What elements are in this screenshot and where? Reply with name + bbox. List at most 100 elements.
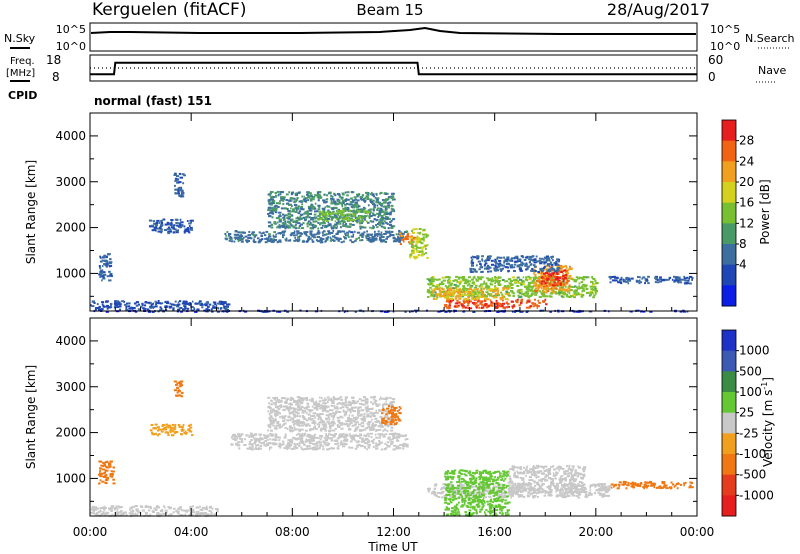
velocity-cell <box>293 422 297 425</box>
power-cell <box>555 292 559 295</box>
power-cell <box>167 232 171 235</box>
velocity-cell <box>135 509 138 512</box>
power-cell <box>509 279 512 282</box>
velocity-cell <box>302 416 305 419</box>
velocity-cell <box>372 439 374 442</box>
power-cell <box>188 225 191 228</box>
power-cell <box>174 172 177 175</box>
power-cell <box>350 215 353 218</box>
power-cell <box>464 306 468 309</box>
velocity-cell <box>104 474 107 477</box>
velocity-cell <box>145 505 148 507</box>
power-cell <box>156 219 160 222</box>
power-cell <box>412 228 416 231</box>
power-cell <box>312 226 315 229</box>
power-cell <box>240 238 244 241</box>
velocity-cell <box>367 435 370 438</box>
velocity-cell <box>261 442 265 444</box>
power-cell <box>183 300 187 303</box>
power-cell <box>528 258 531 261</box>
power-cell <box>545 274 548 277</box>
power-cell <box>346 213 348 216</box>
power-cell <box>459 276 462 279</box>
velocity-cell <box>320 438 322 441</box>
velocity-cell <box>370 396 374 399</box>
power-cell <box>518 264 522 267</box>
power-cell <box>580 295 584 298</box>
velocity-cell <box>295 438 297 441</box>
velocity-cell <box>282 440 285 443</box>
velocity-cell <box>105 473 108 476</box>
velocity-cell <box>109 463 111 466</box>
power-cell <box>340 215 342 218</box>
power-cell <box>437 310 441 313</box>
power-cell <box>348 230 351 233</box>
velocity-cell <box>381 397 385 400</box>
power-cell <box>224 233 227 235</box>
velocity-cell <box>103 505 106 508</box>
power-cell <box>483 287 486 290</box>
power-cell <box>443 290 446 293</box>
power-cell <box>415 256 419 259</box>
velocity-cell <box>136 508 139 511</box>
power-cell <box>297 236 300 239</box>
velocity-cell <box>358 423 362 426</box>
velocity-cell <box>362 415 365 418</box>
power-cell <box>337 217 341 220</box>
velocity-cell <box>326 398 328 401</box>
power-cell <box>366 198 370 200</box>
power-cell <box>471 294 473 297</box>
power-cell <box>158 302 160 304</box>
power-cell <box>520 299 523 302</box>
power-cell <box>330 226 333 229</box>
power-cell <box>592 278 596 280</box>
power-cell <box>472 268 475 270</box>
velocity-cell <box>297 409 301 412</box>
velocity-cell <box>328 429 332 432</box>
power-cell <box>379 221 383 224</box>
velocity-cell <box>256 438 260 441</box>
power-cell <box>283 224 286 227</box>
power-cell <box>286 310 290 313</box>
power-cell <box>268 212 273 214</box>
power-cell <box>356 208 359 211</box>
power-cell <box>425 252 428 255</box>
power-cell <box>424 247 427 250</box>
velocity-cell <box>350 419 354 422</box>
power-cell <box>238 237 243 240</box>
velocity-cell <box>308 417 312 420</box>
power-cell <box>526 267 529 270</box>
power-cell <box>506 266 510 269</box>
power-cell <box>282 196 286 199</box>
power-cell <box>532 255 535 258</box>
velocity-cell <box>179 382 183 385</box>
velocity-cell <box>255 446 257 449</box>
power-cell <box>624 280 628 283</box>
velocity-cell <box>350 446 354 449</box>
power-cell <box>497 276 500 279</box>
power-cell <box>637 276 640 278</box>
velocity-cell <box>180 433 183 436</box>
power-cell <box>463 302 466 305</box>
power-cell <box>389 233 392 236</box>
velocity-cell <box>354 418 358 421</box>
power-cell <box>174 184 176 187</box>
power-cell <box>691 278 693 281</box>
power-cell <box>107 253 111 256</box>
velocity-cell <box>264 440 267 442</box>
power-cell <box>219 307 222 310</box>
power-cell <box>246 240 249 243</box>
power-cell <box>469 270 473 273</box>
power-cell <box>287 213 291 216</box>
velocity-cell <box>320 396 323 399</box>
velocity-cell <box>280 399 283 402</box>
power-cell <box>451 293 455 296</box>
power-cell <box>341 230 343 233</box>
power-cell <box>300 200 303 203</box>
power-cell <box>556 258 559 261</box>
power-cell <box>288 221 292 224</box>
velocity-cell <box>301 411 305 414</box>
velocity-cell <box>156 513 160 516</box>
power-cell <box>385 237 388 240</box>
power-cell <box>452 290 456 293</box>
